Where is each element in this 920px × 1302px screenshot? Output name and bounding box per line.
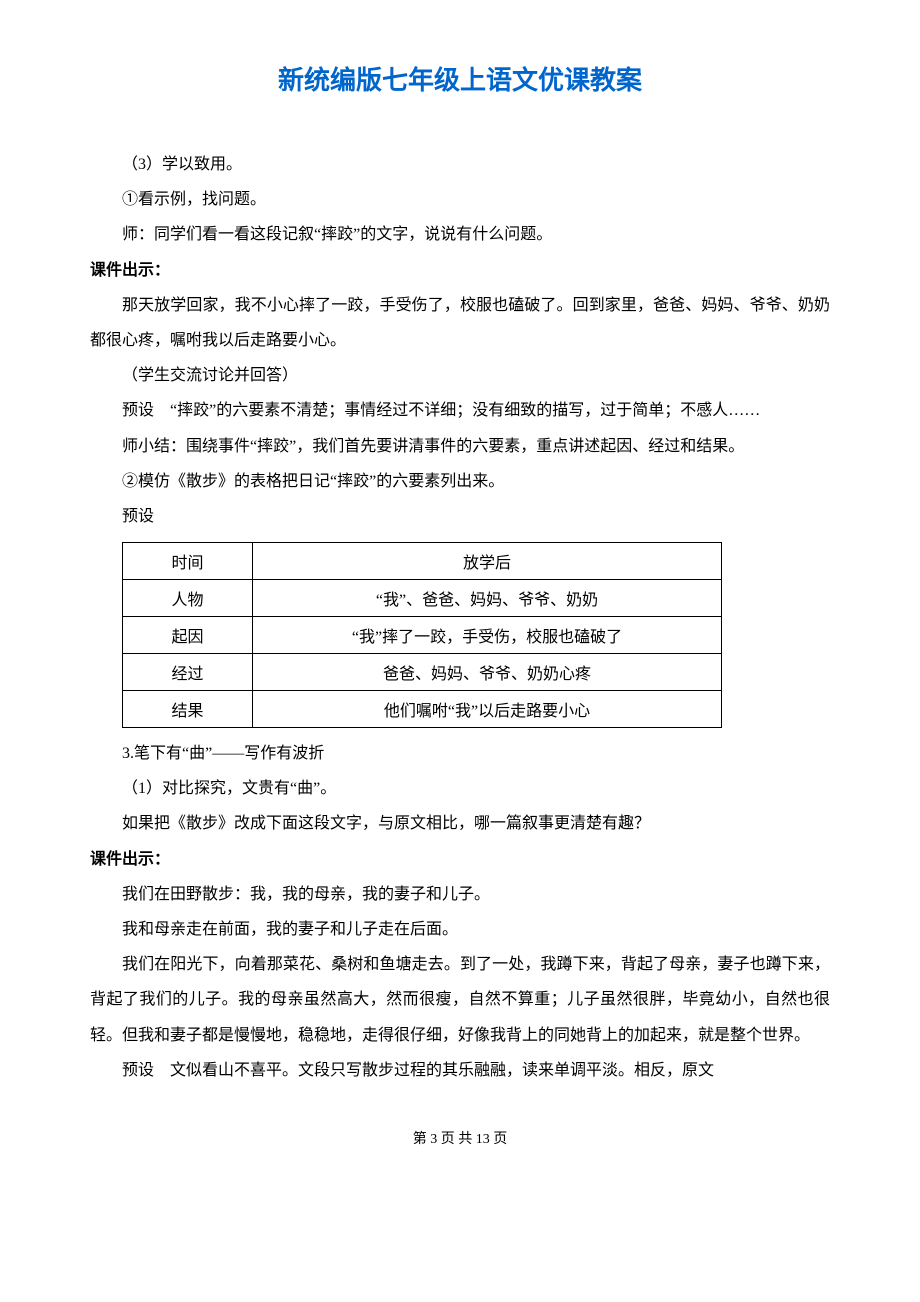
paragraph: 我们在田野散步：我，我的母亲，我的妻子和儿子。 xyxy=(90,877,830,912)
table-cell: “我”摔了一跤，手受伤，校服也磕破了 xyxy=(253,617,722,654)
paragraph: 师：同学们看一看这段记叙“摔跤”的文字，说说有什么问题。 xyxy=(90,217,830,252)
paragraph: 3.笔下有“曲”——写作有波折 xyxy=(90,736,830,771)
paragraph: ②模仿《散步》的表格把日记“摔跤”的六要素列出来。 xyxy=(90,464,830,499)
table-cell: 放学后 xyxy=(253,543,722,580)
paragraph: 师小结：围绕事件“摔跤”，我们首先要讲清事件的六要素，重点讲述起因、经过和结果。 xyxy=(90,429,830,464)
table-cell: “我”、爸爸、妈妈、爷爷、奶奶 xyxy=(253,580,722,617)
table-row: 人物 “我”、爸爸、妈妈、爷爷、奶奶 xyxy=(123,580,722,617)
table-row: 起因 “我”摔了一跤，手受伤，校服也磕破了 xyxy=(123,617,722,654)
section-label: 课件出示： xyxy=(90,253,830,288)
paragraph: 如果把《散步》改成下面这段文字，与原文相比，哪一篇叙事更清楚有趣？ xyxy=(90,806,830,841)
paragraph: （1）对比探究，文贵有“曲”。 xyxy=(90,771,830,806)
paragraph: （3）学以致用。 xyxy=(90,147,830,182)
paragraph: 预设 “摔跤”的六要素不清楚；事情经过不详细；没有细致的描写，过于简单；不感人…… xyxy=(90,393,830,428)
paragraph: 我们在阳光下，向着那菜花、桑树和鱼塘走去。到了一处，我蹲下来，背起了母亲，妻子也… xyxy=(90,947,830,1053)
table-cell: 时间 xyxy=(123,543,253,580)
document-title: 新统编版七年级上语文优课教案 xyxy=(90,60,830,97)
paragraph: 我和母亲走在前面，我的妻子和儿子走在后面。 xyxy=(90,912,830,947)
paragraph: 那天放学回家，我不小心摔了一跤，手受伤了，校服也磕破了。回到家里，爸爸、妈妈、爷… xyxy=(90,288,830,358)
table-cell: 经过 xyxy=(123,654,253,691)
paragraph: ①看示例，找问题。 xyxy=(90,182,830,217)
table-cell: 结果 xyxy=(123,691,253,728)
paragraph: （学生交流讨论并回答） xyxy=(90,358,830,393)
table-cell: 爸爸、妈妈、爷爷、奶奶心疼 xyxy=(253,654,722,691)
table-row: 时间 放学后 xyxy=(123,543,722,580)
table-row: 经过 爸爸、妈妈、爷爷、奶奶心疼 xyxy=(123,654,722,691)
table-cell: 起因 xyxy=(123,617,253,654)
paragraph: 预设 xyxy=(90,499,830,534)
table-cell: 人物 xyxy=(123,580,253,617)
elements-table: 时间 放学后 人物 “我”、爸爸、妈妈、爷爷、奶奶 起因 “我”摔了一跤，手受伤… xyxy=(122,542,722,728)
page-footer: 第 3 页 共 13 页 xyxy=(90,1128,830,1148)
section-label: 课件出示： xyxy=(90,842,830,877)
table-row: 结果 他们嘱咐“我”以后走路要小心 xyxy=(123,691,722,728)
paragraph: 预设 文似看山不喜平。文段只写散步过程的其乐融融，读来单调平淡。相反，原文 xyxy=(90,1053,830,1088)
table-cell: 他们嘱咐“我”以后走路要小心 xyxy=(253,691,722,728)
